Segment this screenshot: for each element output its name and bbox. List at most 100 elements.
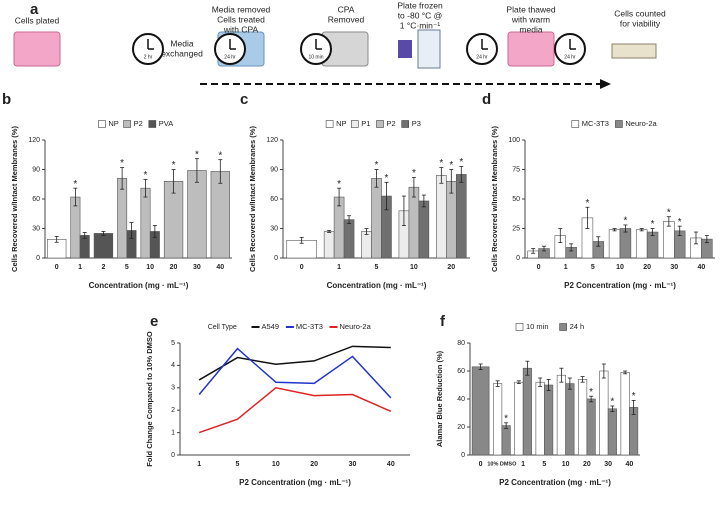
significance-mark: * xyxy=(385,173,389,184)
workflow: a 2 hr 24 hr 10 min 24 hr 24 hr Cells plated… xyxy=(13,0,666,89)
bar xyxy=(522,367,532,456)
significance-mark: * xyxy=(120,158,124,169)
legend-marker xyxy=(615,120,623,128)
bar xyxy=(418,200,430,259)
step-label: 1 °C·min⁻¹ xyxy=(400,20,441,30)
x-tick-label: 20 xyxy=(447,264,455,271)
series-line xyxy=(198,386,392,434)
step-label: Media removed xyxy=(212,4,271,14)
legend-label: MC-3T3 xyxy=(296,322,323,331)
panel-label: a xyxy=(30,1,39,18)
bar xyxy=(187,170,207,259)
y-axis-title: Alamar Blue Reduction (%) xyxy=(435,350,444,447)
legend-marker xyxy=(325,120,334,128)
significance-mark: * xyxy=(172,160,176,171)
legend-marker xyxy=(148,120,157,128)
x-tick-label: 10 xyxy=(272,461,280,468)
panel-label: b xyxy=(2,91,11,108)
y-tick-label: 0 xyxy=(274,255,278,262)
significance-mark: * xyxy=(678,217,682,228)
bar xyxy=(619,228,632,259)
bar xyxy=(565,383,575,456)
bar xyxy=(501,425,511,456)
legend-label: Neuro-2a xyxy=(625,119,657,128)
step-label: Cells plated xyxy=(15,15,60,25)
x-tick-label: 0 xyxy=(55,264,59,271)
legend-label: A549 xyxy=(262,322,280,331)
bar xyxy=(343,219,355,259)
legend-marker xyxy=(515,323,524,331)
bar xyxy=(535,381,545,456)
x-tick-label: 40 xyxy=(698,264,706,271)
legend-label: P2 xyxy=(134,119,143,128)
significance-mark: * xyxy=(623,216,627,227)
x-tick-label: 5 xyxy=(542,461,546,468)
y-tick-label: 50 xyxy=(512,196,520,203)
y-axis-title: Cells Recovered w/Intact Membranes (%) xyxy=(10,126,19,272)
step-label: Removed xyxy=(328,14,365,24)
x-tick-label: 0 xyxy=(300,264,304,271)
legend-label: 24 h xyxy=(570,322,585,331)
x-tick-label: 1 xyxy=(78,264,82,271)
legend-label: P2 xyxy=(387,119,396,128)
y-tick-label: 25 xyxy=(512,225,520,232)
legend-label: MC-3T3 xyxy=(582,119,609,128)
x-axis-title: P2 Concentration (mg · mL⁻¹) xyxy=(239,478,351,487)
y-tick-label: 30 xyxy=(270,225,278,232)
y-tick-label: 0 xyxy=(171,452,175,459)
significance-mark: * xyxy=(585,198,589,209)
y-tick-label: 5 xyxy=(171,340,175,347)
x-tick-label: 1 xyxy=(337,264,341,271)
freezer-icon xyxy=(417,29,441,69)
bar xyxy=(620,372,630,456)
x-tick-label: 30 xyxy=(670,264,678,271)
legend-marker xyxy=(98,120,106,128)
clock-label: 24 hr xyxy=(476,54,488,60)
step-label: Plate thawed xyxy=(506,4,555,14)
arrowhead xyxy=(600,79,611,89)
x-axis-title: Concentration (mg · mL⁻¹) xyxy=(89,281,189,290)
series-line xyxy=(198,345,391,381)
y-tick-label: 3 xyxy=(171,385,175,392)
x-tick-label: 5 xyxy=(236,461,240,468)
y-tick-label: 0 xyxy=(461,452,465,459)
x-tick-label: 40 xyxy=(625,461,633,468)
bar xyxy=(361,231,372,259)
bar xyxy=(471,366,490,456)
x-tick-label: 20 xyxy=(583,461,591,468)
y-tick-label: 100 xyxy=(508,137,520,144)
step-label: exchanged xyxy=(161,48,203,58)
legend-label: NP xyxy=(336,119,346,128)
x-tick-label: 2 xyxy=(101,264,105,271)
plate-icon xyxy=(13,31,61,67)
y-tick-label: 2 xyxy=(171,407,175,414)
step-label: Cells treated xyxy=(217,14,265,24)
panel-label: f xyxy=(440,313,446,330)
y-tick-label: 0 xyxy=(516,255,520,262)
y-tick-label: 60 xyxy=(32,196,40,203)
bar xyxy=(323,231,335,259)
x-tick-label: 20 xyxy=(170,264,178,271)
bar xyxy=(635,229,648,259)
step-label: to -80 °C @ xyxy=(398,10,443,20)
counter-icon xyxy=(611,43,657,59)
bar xyxy=(544,384,554,456)
y-tick-label: 4 xyxy=(171,362,175,369)
bar xyxy=(608,229,621,259)
bar xyxy=(210,171,230,259)
x-tick-label: 30 xyxy=(604,461,612,468)
legend-label: P1 xyxy=(361,119,370,128)
legend-label: NP xyxy=(108,119,118,128)
panel-label: e xyxy=(150,313,158,330)
x-tick-label: 1 xyxy=(521,461,525,468)
x-tick-label: 5 xyxy=(125,264,129,271)
step-label: Cells counted xyxy=(614,8,666,18)
bar xyxy=(408,186,420,259)
x-tick-label: 10 xyxy=(146,264,154,271)
legend-title: Cell Type xyxy=(208,324,237,331)
bar xyxy=(93,233,114,259)
x-tick-label: 30 xyxy=(349,461,357,468)
bar xyxy=(455,174,467,259)
x-tick-label: 20 xyxy=(643,264,651,271)
x-tick-label: 30 xyxy=(193,264,201,271)
